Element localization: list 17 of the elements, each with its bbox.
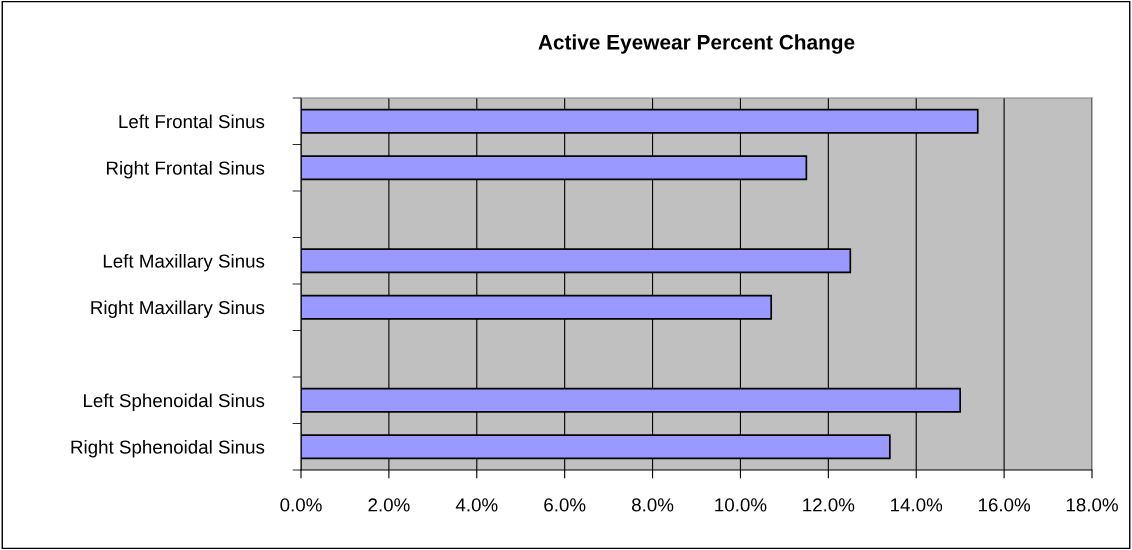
x-tick-label: 14.0% — [891, 498, 943, 512]
x-tick-label: 10.0% — [715, 498, 767, 512]
x-tick-label: 18.0% — [1066, 498, 1118, 512]
y-tick-label: Left Maxillary Sinus — [103, 253, 265, 272]
y-tick-label: Right Frontal Sinus — [106, 160, 265, 179]
y-tick-label: Left Frontal Sinus — [119, 114, 265, 129]
x-tick-label: 8.0% — [632, 498, 674, 512]
x-tick-label: 12.0% — [803, 498, 855, 512]
y-tick-label: Right Maxillary Sinus — [91, 300, 265, 318]
x-tick-label: 2.0% — [368, 498, 410, 512]
chart-title: Active Eyewear Percent Change — [538, 34, 855, 54]
x-tick-label: 0.0% — [280, 498, 322, 512]
y-tick-label: Right Sphenoidal Sinus — [71, 439, 265, 458]
y-tick-label: Left Sphenoidal Sinus — [84, 393, 265, 411]
x-tick-label: 16.0% — [978, 498, 1031, 512]
x-tick-label: 6.0% — [544, 498, 586, 512]
x-tick-label: 4.0% — [455, 498, 498, 512]
